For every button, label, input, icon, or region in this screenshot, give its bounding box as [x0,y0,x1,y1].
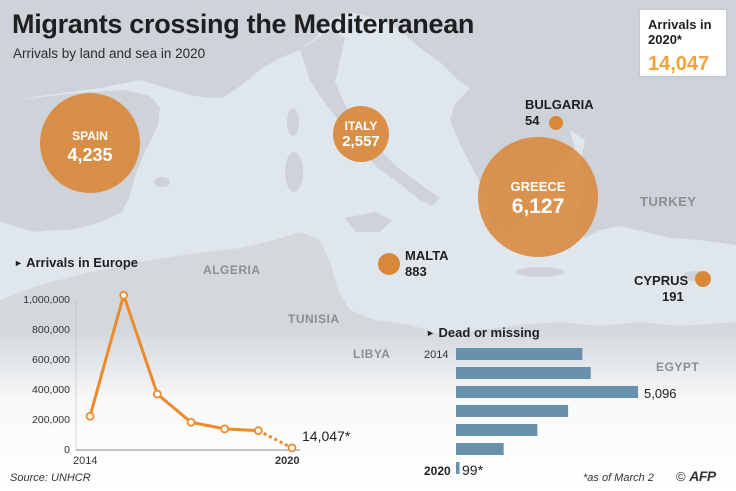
data-point [287,443,297,453]
triangle-icon: ► [426,328,435,338]
triangle-icon: ► [14,258,23,268]
y-tick: 400,000 [32,384,70,396]
country-libya: LIBYA [353,347,391,361]
data-point [85,411,95,421]
bubble-italy [333,106,389,162]
arrivals-total-box: Arrivals in 2020* 14,047 [640,10,726,76]
bubble-malta [378,253,400,275]
dead-peak-value: 5,096 [644,386,677,401]
source-note: Source: UNHCR [10,472,91,484]
arrivals-chart-title: ► Arrivals in Europe [14,255,138,270]
bubble-greece [478,137,598,257]
y-tick: 800,000 [32,324,70,336]
label-bulgaria-name: BULGARIA [525,97,594,112]
series-line-segment [88,294,126,417]
bar-2016 [456,386,638,398]
dead-chart-title-text: Dead or missing [438,325,540,340]
label-cyprus-value: 191 [662,289,684,304]
dead-end-value: 99* [462,462,484,478]
bubble-italy-value: 2,557 [342,133,380,150]
dead-start-label: 2014 [424,349,449,361]
series-line-segment [156,392,192,424]
arrivals-end-label: 14,047* [302,428,351,444]
x-tick-end: 2020 [275,455,300,467]
series-line-segment [190,420,225,431]
page-subtitle: Arrivals by land and sea in 2020 [13,46,206,61]
bubble-bulgaria [549,116,563,130]
data-point [152,389,162,399]
country-algeria: ALGERIA [203,263,261,277]
y-tick: 200,000 [32,414,70,426]
bubble-spain-value: 4,235 [67,145,113,165]
country-egypt: EGYPT [656,360,700,374]
arrivals-total-value: 14,047 [648,53,710,75]
bubble-italy-name: ITALY [344,119,378,133]
bar-2019 [456,443,504,455]
landmass-turkey [575,140,736,245]
bubble-spain-name: SPAIN [72,129,108,143]
country-turkey: TURKEY [640,194,697,209]
page-title: Migrants crossing the Mediterranean [12,9,475,39]
label-malta-name: MALTA [405,248,449,263]
landmass-italy [300,30,440,206]
bar-2017 [456,405,569,417]
y-tick: 0 [64,444,70,456]
dead-chart-title: ► Dead or missing [426,325,540,340]
y-tick: 600,000 [32,354,70,366]
bar-2014 [456,348,583,360]
landmass-europe [0,0,736,160]
data-point [253,426,263,436]
series-line-segment [122,294,159,395]
afp-credit: © AFP [676,468,716,484]
bubble-greece-name: GREECE [510,179,566,194]
country-tunisia: TUNISIA [288,312,340,326]
date-note: *as of March 2 [583,472,654,484]
arrivals-chart-title-text: Arrivals in Europe [26,255,139,270]
dead-end-label: 2020 [424,464,451,478]
copyright-symbol: © [676,469,686,484]
series-line-segment [257,429,293,450]
bar-2020 [456,462,460,474]
y-tick: 1,000,000 [23,294,70,306]
data-point [119,290,129,300]
bar-2015 [456,367,591,379]
data-point [186,417,196,427]
x-tick-start: 2014 [73,455,98,467]
arrivals-total-label: Arrivals in 2020* [648,17,712,47]
label-cyprus-name: CYPRUS [634,273,689,288]
bubble-greece-value: 6,127 [511,195,565,218]
label-bulgaria-value: 54 [525,113,540,128]
label-malta-value: 883 [405,264,427,279]
bubble-cyprus [695,271,711,287]
afp-logo: AFP [689,468,716,484]
bar-2018 [456,424,538,436]
series-line-segment [224,427,259,433]
data-point [220,424,230,434]
bubble-spain [40,93,140,193]
